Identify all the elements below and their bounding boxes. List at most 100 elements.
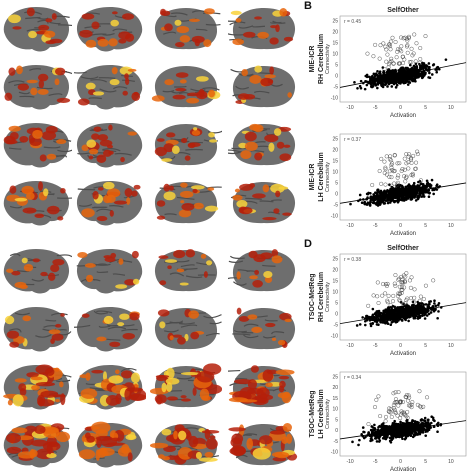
data-point [404,432,408,436]
data-point [386,201,390,205]
data-point [400,72,403,76]
outlier-point [411,153,416,158]
regression-line [339,182,467,204]
outlier-point [388,303,393,308]
outlier-point [396,61,401,66]
data-point [398,435,401,439]
brain-surface-medial-right [228,304,300,354]
data-point [367,81,370,85]
y-tick-label: 5 [335,301,338,307]
data-point [384,191,388,195]
y-tick-label: 10 [332,407,338,413]
outlier-point [388,406,393,411]
data-point [407,319,410,323]
data-point [376,69,379,73]
x-tick-label: -10 [346,343,353,349]
brain-surface-lateral-right [74,120,146,170]
outlier-point [385,281,390,286]
data-point [375,73,379,77]
data-point [411,435,415,439]
data-point [397,311,400,314]
outlier-point [409,59,414,64]
outlier-point [389,56,394,61]
data-point [386,434,389,438]
row-label-line2: LH Cerebellum [318,389,325,438]
data-point [430,178,434,182]
x-tick-label: -5 [373,459,378,465]
outlier-point [383,291,388,296]
data-point [406,67,410,71]
brain-surface-lateral-right [74,4,146,54]
data-point [422,195,426,198]
outlier-point [400,167,405,172]
data-point [359,79,363,83]
outlier-point [366,422,371,427]
x-tick-label: 5 [424,223,427,229]
outlier-point [392,281,397,286]
data-point [366,192,370,196]
outlier-point [413,166,418,171]
outlier-point [404,395,409,400]
outlier-point [410,171,415,176]
outlier-point [405,415,410,420]
data-point [375,437,378,440]
outlier-point [395,47,400,52]
row-label-line2: RH Cerebellum [318,34,325,84]
outlier-point [398,399,403,404]
data-point [413,73,417,77]
outlier-point [418,46,423,51]
y-tick-label: 20 [332,147,338,153]
outlier-point [389,59,394,64]
data-point [392,194,396,198]
y-tick-label: -5 [334,439,339,445]
outlier-point [419,405,424,410]
x-tick-label: 5 [424,343,427,349]
data-point [406,74,409,78]
data-point [412,64,416,68]
outlier-point [409,405,414,410]
data-point [417,73,420,76]
outlier-point [406,166,411,171]
data-point [375,440,379,443]
brain-surface-lateral-right [74,420,146,470]
data-point [395,318,399,321]
x-tick-label: 0 [399,459,402,465]
data-point [378,190,382,194]
data-point [384,82,388,85]
outlier-point [408,296,413,301]
data-point [411,193,415,196]
data-point [376,188,379,192]
data-point [414,190,417,194]
data-point [411,313,415,317]
data-point [427,76,430,79]
data-point [426,305,430,308]
y-tick-label: 25 [332,256,338,262]
data-point [370,435,373,438]
outlier-point [413,166,418,171]
data-point [372,80,376,84]
y-tick-label: 20 [332,267,338,273]
outlier-point [400,287,405,292]
data-point [408,433,411,436]
data-point [375,319,378,323]
outlier-point [417,60,422,65]
data-point [394,427,398,431]
outlier-point [383,419,388,424]
data-point [424,72,427,76]
data-point [373,428,377,431]
outlier-point [410,400,415,405]
brain-surface-grid [0,4,300,470]
outlier-point [393,390,398,395]
outlier-point [392,181,397,186]
y-tick-label: 0 [335,74,338,80]
brain-surface-medial-left [150,4,222,54]
outlier-point [401,280,406,285]
x-tick-label: -5 [373,343,378,349]
data-point [404,187,407,191]
brain-surface-lateral-left [0,4,72,54]
outlier-point [379,181,384,186]
data-point [365,314,369,318]
outlier-point [390,35,395,40]
outlier-point [407,60,412,65]
data-point [400,198,403,202]
